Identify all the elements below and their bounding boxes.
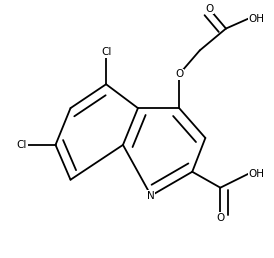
Text: O: O xyxy=(205,4,213,14)
Text: OH: OH xyxy=(249,169,264,179)
Text: O: O xyxy=(175,69,183,79)
Text: OH: OH xyxy=(249,14,264,23)
Text: O: O xyxy=(216,213,224,222)
Text: Cl: Cl xyxy=(17,140,27,150)
Text: Cl: Cl xyxy=(101,47,111,58)
Text: N: N xyxy=(147,191,155,201)
